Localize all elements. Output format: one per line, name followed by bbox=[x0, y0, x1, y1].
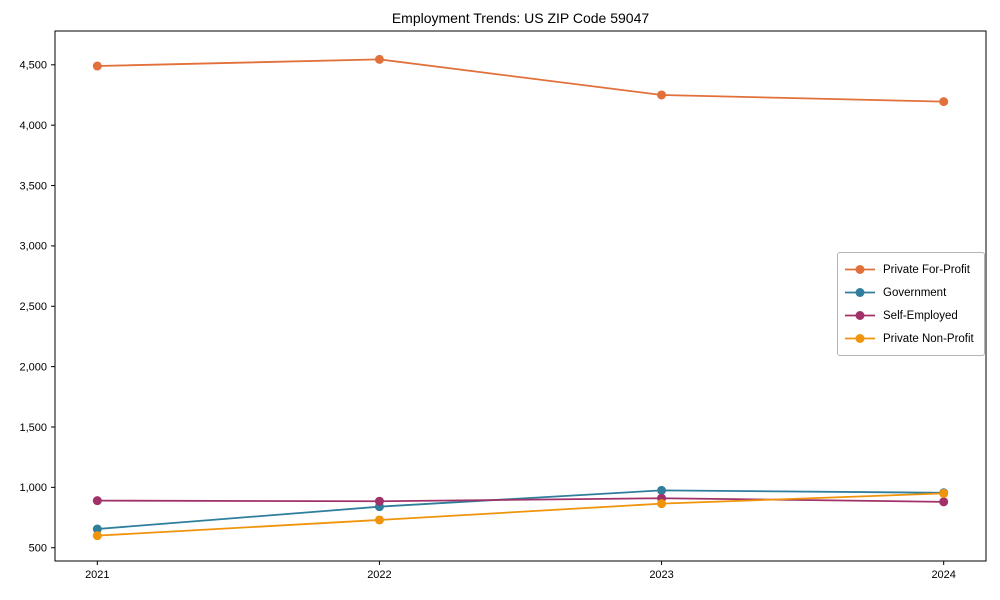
legend-label-private-non-profit: Private Non-Profit bbox=[883, 332, 974, 345]
data-point-private-non-profit-2024 bbox=[939, 488, 949, 498]
legend-label-private-for-profit: Private For-Profit bbox=[883, 263, 970, 276]
legend-item-government: Government bbox=[845, 281, 974, 304]
legend-label-government: Government bbox=[883, 286, 947, 299]
series-line-private-non-profit bbox=[97, 492, 944, 537]
y-axis-tick-label: 2,000 bbox=[19, 361, 47, 373]
legend-item-private-for-profit: Private For-Profit bbox=[845, 258, 974, 281]
y-axis-tick-label: 3,000 bbox=[19, 241, 47, 253]
data-point-self-employed-2021 bbox=[92, 496, 102, 506]
x-axis-tick-label: 2024 bbox=[931, 569, 955, 581]
data-point-private-for-profit-2021 bbox=[92, 61, 102, 71]
data-point-government-2023 bbox=[657, 485, 667, 495]
y-axis-tick-label: 3,500 bbox=[19, 180, 47, 192]
series-line-government bbox=[97, 489, 944, 530]
x-axis-tick-label: 2023 bbox=[649, 569, 673, 581]
data-point-private-for-profit-2024 bbox=[939, 97, 949, 107]
legend-marker-government bbox=[845, 288, 875, 297]
data-point-self-employed-2022 bbox=[374, 496, 384, 506]
data-point-private-for-profit-2023 bbox=[657, 90, 667, 100]
legend-label-self-employed: Self-Employed bbox=[883, 309, 958, 322]
y-axis-tick-label: 4,500 bbox=[19, 60, 47, 72]
x-axis-tick-label: 2022 bbox=[367, 569, 391, 581]
plot-frame bbox=[54, 30, 987, 562]
data-point-government-2021 bbox=[92, 524, 102, 534]
series-line-private-for-profit bbox=[97, 58, 944, 103]
series-line-self-employed bbox=[97, 497, 944, 503]
data-point-self-employed-2024 bbox=[939, 497, 949, 507]
y-axis-tick-label: 1,500 bbox=[19, 422, 47, 434]
chart-legend: Private For-Profit Government Self-Employe… bbox=[837, 252, 985, 356]
x-axis-tick-label: 2021 bbox=[85, 569, 109, 581]
legend-item-private-non-profit: Private Non-Profit bbox=[845, 327, 974, 350]
y-axis-tick-label: 1,000 bbox=[19, 482, 47, 494]
data-point-private-non-profit-2022 bbox=[374, 515, 384, 525]
y-axis-tick-label: 500 bbox=[29, 543, 47, 555]
data-point-private-non-profit-2023 bbox=[657, 499, 667, 509]
data-point-private-non-profit-2021 bbox=[92, 531, 102, 541]
legend-marker-self-employed bbox=[845, 311, 875, 320]
legend-marker-private-non-profit bbox=[845, 334, 875, 343]
data-point-private-for-profit-2022 bbox=[374, 54, 384, 64]
y-axis-tick-label: 4,000 bbox=[19, 120, 47, 132]
y-axis-tick-label: 2,500 bbox=[19, 301, 47, 313]
legend-item-self-employed: Self-Employed bbox=[845, 304, 974, 327]
chart-title: Employment Trends: US ZIP Code 59047 bbox=[391, 10, 650, 26]
legend-marker-private-for-profit bbox=[845, 265, 875, 274]
